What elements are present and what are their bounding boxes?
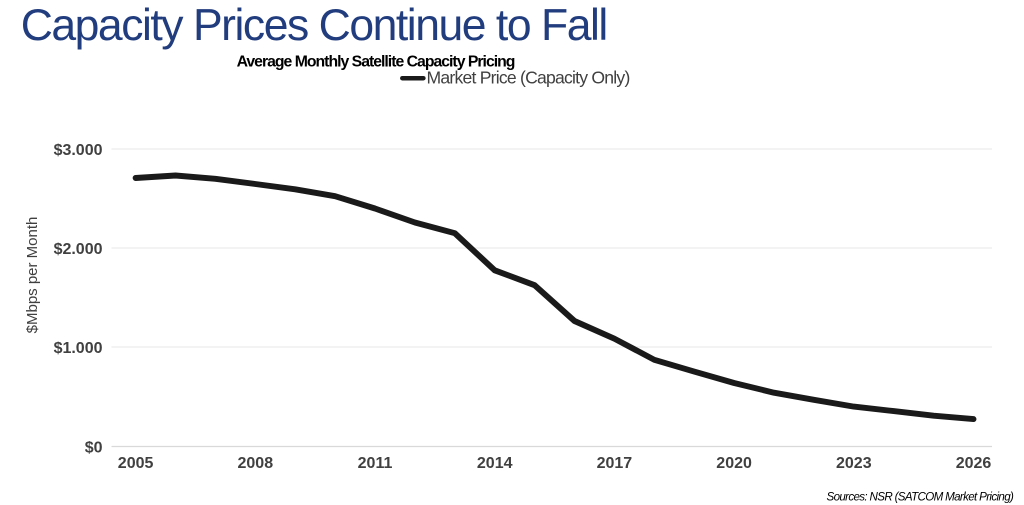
svg-text:Capacity Prices Continue to Fa: Capacity Prices Continue to Fall bbox=[21, 1, 607, 50]
svg-text:2023: 2023 bbox=[836, 455, 872, 472]
svg-text:2014: 2014 bbox=[477, 455, 513, 472]
svg-text:$0: $0 bbox=[85, 439, 103, 456]
svg-text:2020: 2020 bbox=[716, 455, 752, 472]
svg-text:Market Price (Capacity Only): Market Price (Capacity Only) bbox=[427, 68, 630, 88]
svg-text:$2.000: $2.000 bbox=[54, 241, 103, 258]
svg-text:$1.000: $1.000 bbox=[54, 340, 103, 357]
svg-text:$3.000: $3.000 bbox=[54, 142, 103, 159]
svg-text:Average Monthly Satellite Capa: Average Monthly Satellite Capacity Prici… bbox=[237, 54, 515, 71]
svg-text:$Mbps per Month: $Mbps per Month bbox=[24, 217, 41, 334]
svg-text:2008: 2008 bbox=[238, 455, 274, 472]
svg-text:2011: 2011 bbox=[358, 455, 393, 472]
svg-text:Sources: NSR (SATCOM Market Pr: Sources: NSR (SATCOM Market Pricing) bbox=[827, 491, 1014, 504]
svg-text:2005: 2005 bbox=[118, 455, 154, 472]
svg-text:2026: 2026 bbox=[956, 455, 992, 472]
svg-text:2017: 2017 bbox=[597, 455, 633, 472]
